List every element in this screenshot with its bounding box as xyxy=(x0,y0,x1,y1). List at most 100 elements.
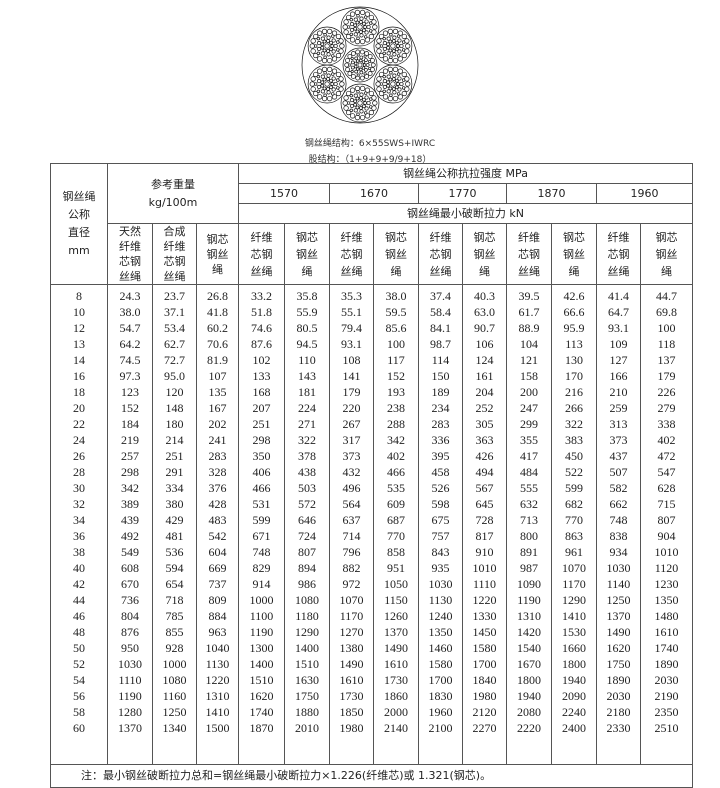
header-line: 丝绳 xyxy=(340,264,363,278)
wire xyxy=(364,35,368,39)
value-cell: 55.1 xyxy=(329,304,374,320)
value-cell: 1630 xyxy=(284,672,330,688)
table-row: 52 1030 1000 1130 1400 1510 1490 1610 1580 1700 16… xyxy=(50,656,693,672)
wire xyxy=(354,85,361,92)
value-cell: 800 xyxy=(506,528,552,544)
wire xyxy=(344,62,350,68)
fiber-core-subheader: 纤维 芯钢 丝绳 xyxy=(238,223,285,285)
wire xyxy=(336,78,340,82)
wire xyxy=(346,25,351,29)
wire xyxy=(317,68,323,74)
wire xyxy=(355,67,360,71)
value-cell: 714 xyxy=(329,528,374,544)
value-cell: 555 xyxy=(506,480,552,496)
diameter-cell: 54 xyxy=(50,672,108,688)
wire xyxy=(350,56,354,60)
wire xyxy=(362,63,367,67)
value-cell: 355 xyxy=(506,432,552,448)
wire xyxy=(349,22,355,27)
wire xyxy=(401,33,407,40)
value-cell: 536 xyxy=(152,544,197,560)
wire xyxy=(331,94,338,100)
wire xyxy=(396,44,400,48)
wire xyxy=(382,41,387,46)
empty-cell xyxy=(551,736,597,765)
wire xyxy=(387,66,393,73)
value-cell: 675 xyxy=(418,512,463,528)
wire xyxy=(324,43,330,49)
value-cell: 2090 xyxy=(551,688,597,704)
wire xyxy=(390,81,396,87)
value-cell: 599 xyxy=(551,480,597,496)
table-row: 40 608 594 669 829 894 882 951 935 1010 987 1070 103… xyxy=(50,560,693,576)
value-cell: 108 xyxy=(329,352,374,368)
value-cell: 645 xyxy=(462,496,507,512)
value-cell: 42.6 xyxy=(551,284,597,304)
value-cell: 373 xyxy=(329,448,374,464)
value-cell: 770 xyxy=(373,528,419,544)
value-cell: 1370 xyxy=(107,720,153,736)
value-cell: 1030 xyxy=(596,560,641,576)
wire xyxy=(316,79,322,84)
value-cell: 604 xyxy=(196,544,239,560)
value-cell: 549 xyxy=(107,544,153,560)
value-cell: 1530 xyxy=(551,624,597,640)
value-cell: 41.8 xyxy=(196,304,239,320)
value-cell: 522 xyxy=(551,464,597,480)
wire xyxy=(345,67,350,72)
value-cell: 671 xyxy=(238,528,285,544)
wire xyxy=(356,36,360,40)
value-cell: 100 xyxy=(373,336,419,352)
value-cell: 884 xyxy=(196,608,239,624)
value-cell: 951 xyxy=(373,560,419,576)
wire xyxy=(389,33,393,37)
table-row: 36 492 481 542 671 724 714 770 757 817 800 863 838 90… xyxy=(50,528,693,544)
value-cell: 95.9 xyxy=(551,320,597,336)
value-cell: 38.0 xyxy=(373,284,419,304)
value-cell: 179 xyxy=(329,384,374,400)
value-cell: 2180 xyxy=(596,704,641,720)
wire xyxy=(362,28,366,33)
value-cell: 1030 xyxy=(107,656,153,672)
value-cell: 428 xyxy=(196,496,239,512)
table-row: 54 1110 1080 1220 1510 1630 1610 1730 1700 1840 18… xyxy=(50,672,693,688)
value-cell: 718 xyxy=(152,592,197,608)
wire xyxy=(359,70,364,75)
wire xyxy=(323,71,327,75)
grade-header: 1960 xyxy=(596,183,693,204)
value-cell: 167 xyxy=(196,400,239,416)
header-line: 芯钢 xyxy=(518,247,540,261)
value-cell: 271 xyxy=(284,416,330,432)
value-cell: 363 xyxy=(462,432,507,448)
value-cell: 69.8 xyxy=(640,304,693,320)
wire xyxy=(369,29,373,33)
wire xyxy=(350,51,356,56)
wire xyxy=(386,83,390,88)
wire xyxy=(386,45,390,50)
wire xyxy=(367,54,373,59)
wire xyxy=(331,72,335,76)
value-cell: 855 xyxy=(152,624,197,640)
grade-header: 1670 xyxy=(329,183,419,204)
header-line: 芯钢 xyxy=(607,247,630,261)
value-cell: 1330 xyxy=(462,608,507,624)
wire xyxy=(314,44,318,48)
value-cell: 628 xyxy=(640,480,693,496)
value-cell: 1340 xyxy=(152,720,197,736)
diameter-header: 钢丝绳 公称 直径 mm xyxy=(50,163,108,285)
value-cell: 1240 xyxy=(418,608,463,624)
header-line: 纤维 xyxy=(119,240,141,253)
value-cell: 1660 xyxy=(551,640,597,656)
wire xyxy=(392,90,397,95)
wire xyxy=(321,66,328,73)
value-cell: 1410 xyxy=(196,704,239,720)
header-line: mm xyxy=(68,244,90,257)
value-cell: 168 xyxy=(238,384,285,400)
header-line: 丝绳 xyxy=(518,264,540,278)
wire xyxy=(324,81,330,87)
wire xyxy=(394,78,399,83)
value-cell: 148 xyxy=(152,400,197,416)
empty-cell xyxy=(462,736,507,765)
table-row: 44 736 718 809 1000 1080 1070 1150 1130 1220 1190 1… xyxy=(50,592,693,608)
wire xyxy=(376,76,382,82)
